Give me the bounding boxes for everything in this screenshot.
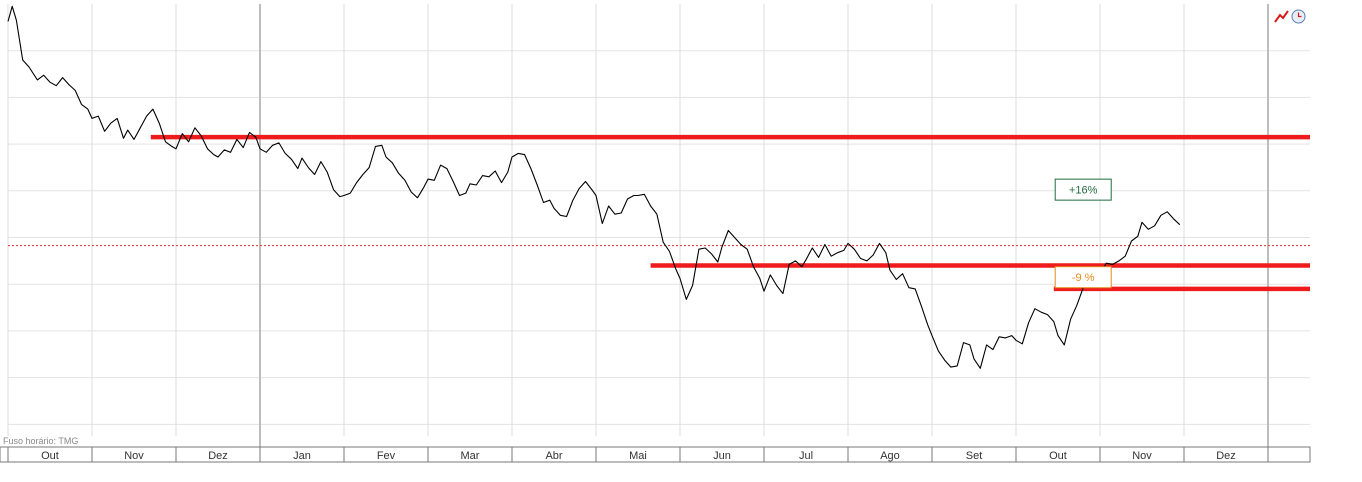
x-tick-label: Out [41, 450, 59, 462]
x-tick-label: Ago [880, 450, 900, 462]
x-tick-label: Nov [124, 450, 144, 462]
clock-icon[interactable] [1291, 9, 1306, 24]
annotation-box [1054, 178, 1112, 201]
x-tick-label: Mai [629, 450, 647, 462]
grid [7, 4, 1310, 462]
percent-annotation: -9 % [1054, 266, 1112, 289]
red-pencil-trend-icon[interactable] [1274, 9, 1289, 24]
x-tick-label: Jan [293, 450, 311, 462]
x-tick-label: Jun [713, 450, 731, 462]
x-tick-label: Mar [461, 450, 480, 462]
timezone-label: Fuso horário: TMG [3, 436, 78, 446]
annotations: +16% -9 % [1054, 178, 1112, 289]
chart-toolbar [1274, 9, 1306, 24]
reference-lines [150, 134, 1310, 292]
annotation-label: +16% [1069, 185, 1098, 197]
axis-band [0, 446, 1311, 463]
x-tick-label: Dez [1216, 450, 1236, 462]
x-tick-label: Dez [208, 450, 228, 462]
price-line [7, 5, 1181, 369]
x-tick-label: Nov [1132, 450, 1152, 462]
x-tick-label: Fev [377, 450, 396, 462]
x-tick-label: Out [1049, 450, 1067, 462]
x-tick-label: Set [966, 450, 983, 462]
x-tick-label: Jul [799, 450, 813, 462]
series [7, 5, 1181, 369]
x-axis: Out Nov Dez Jan Fev Mar Abr Mai Jun Jul Ago Set Out N… [0, 446, 1311, 463]
x-tick-label: Abr [545, 450, 562, 462]
annotation-label: -9 % [1072, 272, 1095, 284]
annotation-box [1054, 266, 1112, 289]
percent-annotation: +16% [1054, 178, 1112, 201]
